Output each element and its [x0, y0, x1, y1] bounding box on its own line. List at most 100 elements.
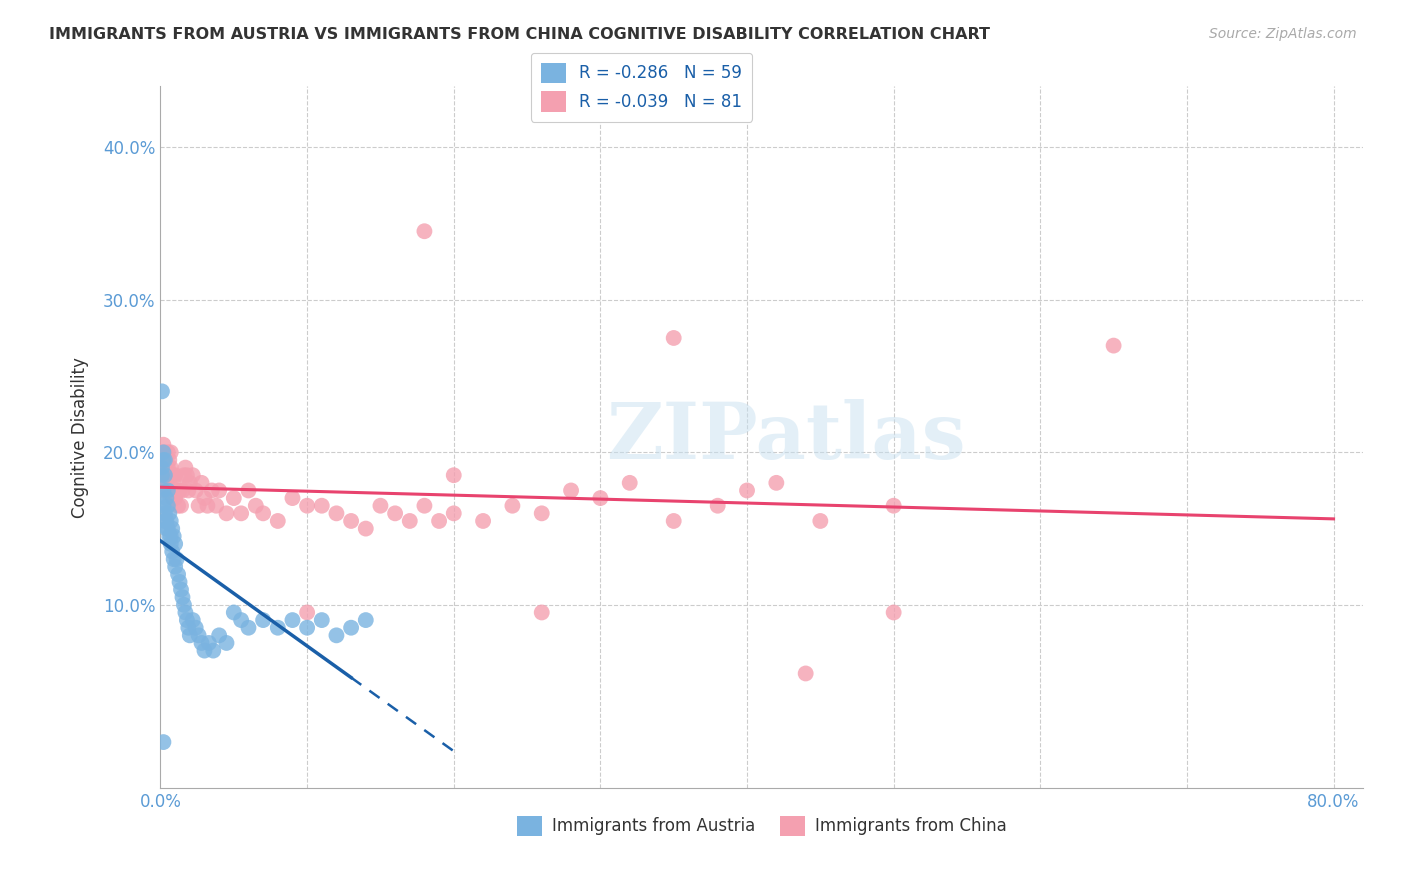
Immigrants from China: [156, 460, 179, 475]
Immigrants from China: [443, 507, 465, 521]
Immigrants from China: [152, 438, 174, 452]
Immigrants from Austria: [238, 621, 260, 635]
Immigrants from Austria: [354, 613, 377, 627]
Immigrants from Austria: [169, 574, 191, 589]
Immigrants from Austria: [150, 460, 173, 475]
Immigrants from Austria: [159, 514, 181, 528]
Immigrants from Austria: [190, 636, 212, 650]
Immigrants from China: [190, 475, 212, 490]
Immigrants from Austria: [193, 643, 215, 657]
Immigrants from China: [163, 491, 186, 505]
Immigrants from China: [222, 491, 245, 505]
Text: IMMIGRANTS FROM AUSTRIA VS IMMIGRANTS FROM CHINA COGNITIVE DISABILITY CORRELATIO: IMMIGRANTS FROM AUSTRIA VS IMMIGRANTS FR…: [49, 27, 990, 42]
Immigrants from China: [311, 499, 333, 513]
Immigrants from Austria: [208, 628, 231, 642]
Immigrants from Austria: [179, 628, 201, 642]
Immigrants from China: [170, 499, 193, 513]
Immigrants from China: [794, 666, 817, 681]
Immigrants from China: [765, 475, 787, 490]
Immigrants from Austria: [325, 628, 347, 642]
Text: Source: ZipAtlas.com: Source: ZipAtlas.com: [1209, 27, 1357, 41]
Immigrants from China: [163, 475, 186, 490]
Immigrants from China: [165, 468, 187, 483]
Immigrants from China: [201, 483, 224, 498]
Immigrants from China: [167, 499, 190, 513]
Immigrants from China: [619, 475, 641, 490]
Immigrants from Austria: [156, 499, 179, 513]
Immigrants from Austria: [157, 507, 180, 521]
Immigrants from China: [530, 606, 553, 620]
Immigrants from Austria: [172, 591, 194, 605]
Immigrants from China: [295, 499, 318, 513]
Immigrants from China: [413, 499, 436, 513]
Immigrants from China: [153, 483, 176, 498]
Immigrants from Austria: [152, 483, 174, 498]
Immigrants from China: [1102, 338, 1125, 352]
Immigrants from China: [150, 445, 173, 459]
Immigrants from Austria: [166, 552, 188, 566]
Immigrants from China: [160, 468, 183, 483]
Immigrants from China: [215, 507, 238, 521]
Immigrants from China: [165, 491, 187, 505]
Immigrants from Austria: [153, 468, 176, 483]
Immigrants from China: [155, 475, 177, 490]
Immigrants from China: [883, 499, 905, 513]
Immigrants from China: [398, 514, 420, 528]
Immigrants from China: [187, 499, 209, 513]
Immigrants from Austria: [187, 628, 209, 642]
Immigrants from China: [166, 483, 188, 498]
Immigrants from China: [231, 507, 253, 521]
Immigrants from Austria: [159, 529, 181, 543]
Immigrants from China: [173, 468, 195, 483]
Immigrants from Austria: [173, 598, 195, 612]
Immigrants from China: [193, 491, 215, 505]
Immigrants from Austria: [167, 567, 190, 582]
Immigrants from Austria: [252, 613, 274, 627]
Immigrants from China: [443, 468, 465, 483]
Immigrants from China: [153, 445, 176, 459]
Immigrants from Austria: [177, 621, 200, 635]
Immigrants from Austria: [181, 613, 204, 627]
Immigrants from China: [155, 453, 177, 467]
Immigrants from Austria: [184, 621, 207, 635]
Immigrants from China: [370, 499, 392, 513]
Immigrants from China: [197, 499, 219, 513]
Immigrants from Austria: [198, 636, 221, 650]
Immigrants from Austria: [160, 522, 183, 536]
Immigrants from China: [267, 514, 290, 528]
Immigrants from China: [427, 514, 450, 528]
Immigrants from Austria: [163, 529, 186, 543]
Immigrants from China: [159, 445, 181, 459]
Immigrants from China: [281, 491, 304, 505]
Immigrants from China: [808, 514, 831, 528]
Immigrants from China: [354, 522, 377, 536]
Immigrants from China: [384, 507, 406, 521]
Immigrants from Austria: [155, 522, 177, 536]
Immigrants from Austria: [163, 552, 186, 566]
Immigrants from Austria: [174, 606, 197, 620]
Immigrants from Austria: [202, 643, 225, 657]
Legend: Immigrants from Austria, Immigrants from China: Immigrants from Austria, Immigrants from…: [510, 809, 1014, 843]
Immigrants from Austria: [152, 445, 174, 459]
Immigrants from China: [662, 331, 685, 345]
Immigrants from China: [245, 499, 267, 513]
Immigrants from Austria: [155, 514, 177, 528]
Immigrants from Austria: [153, 507, 176, 521]
Immigrants from China: [156, 445, 179, 459]
Immigrants from China: [152, 453, 174, 467]
Immigrants from Austria: [157, 529, 180, 543]
Immigrants from Austria: [222, 606, 245, 620]
Immigrants from China: [184, 483, 207, 498]
Immigrants from China: [177, 483, 200, 498]
Immigrants from Austria: [156, 522, 179, 536]
Immigrants from China: [472, 514, 495, 528]
Immigrants from China: [157, 453, 180, 467]
Immigrants from China: [735, 483, 758, 498]
Immigrants from China: [340, 514, 363, 528]
Immigrants from Austria: [160, 544, 183, 558]
Immigrants from Austria: [281, 613, 304, 627]
Immigrants from China: [159, 483, 181, 498]
Immigrants from China: [155, 468, 177, 483]
Immigrants from China: [169, 483, 191, 498]
Immigrants from China: [662, 514, 685, 528]
